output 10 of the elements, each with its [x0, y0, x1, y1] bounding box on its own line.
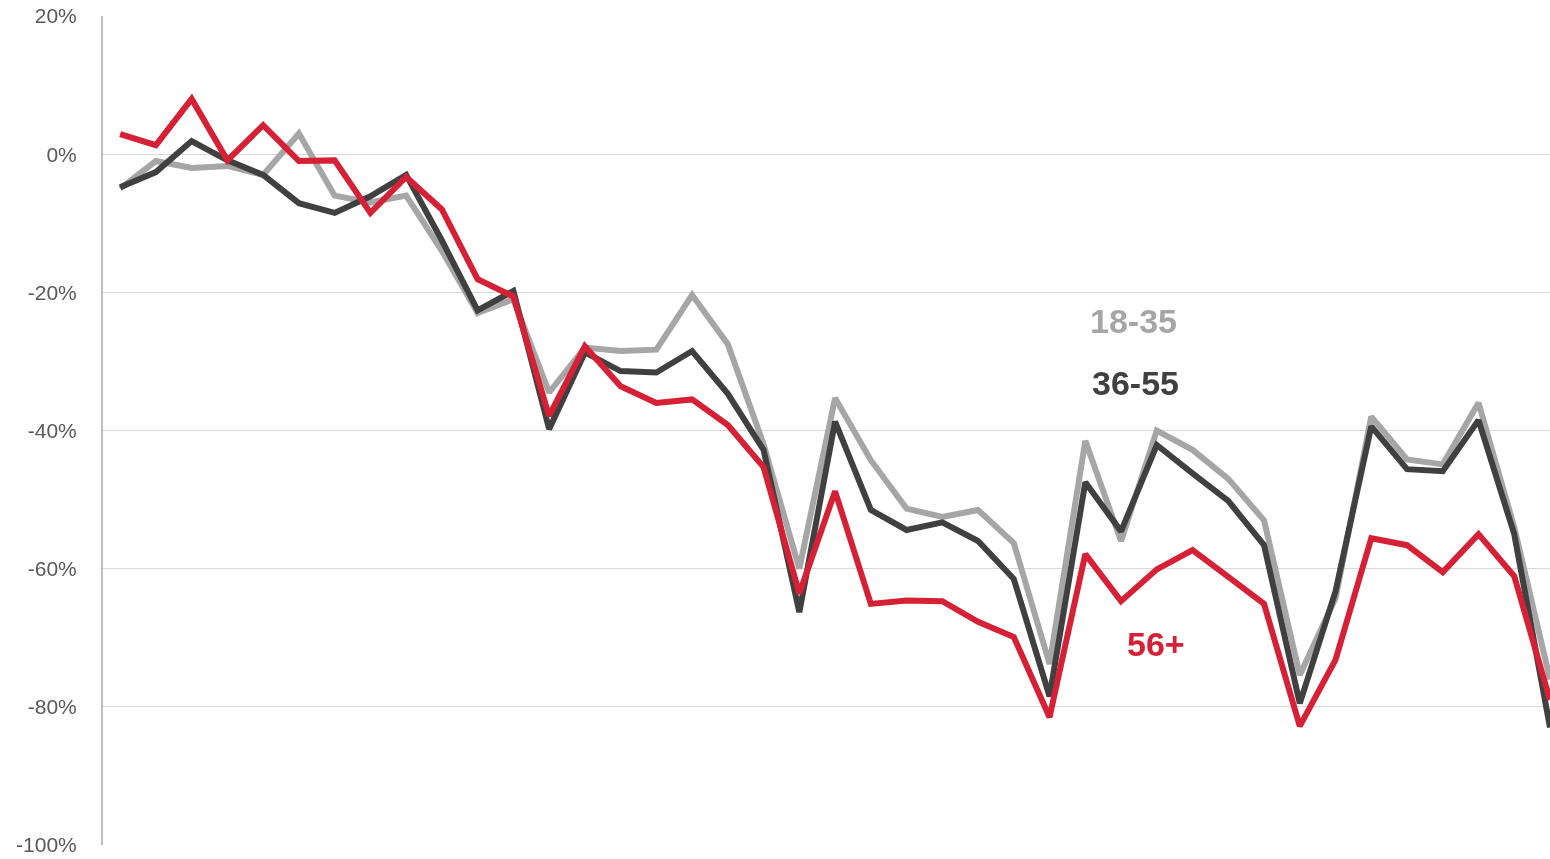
y-tick-label: -80% — [27, 695, 77, 719]
y-tick-label: -100% — [16, 833, 77, 857]
series-label: 36-55 — [1092, 364, 1179, 402]
text: 18-35 — [1090, 302, 1177, 340]
y-tick-label: 20% — [34, 4, 77, 28]
series-label: 56+ — [1127, 625, 1185, 663]
y-tick-label: 0% — [46, 142, 77, 166]
y-tick-label: -20% — [27, 280, 77, 304]
y-tick-label: -60% — [27, 557, 77, 581]
y-tick-label: -40% — [27, 418, 77, 442]
